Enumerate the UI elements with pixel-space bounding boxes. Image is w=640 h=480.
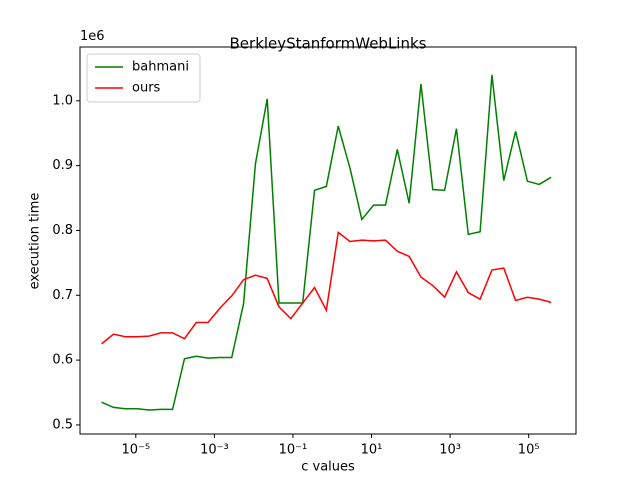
x-tick-label: 10³ [439,443,461,458]
y-tick-label: 0.8 [52,223,73,238]
y-tick-label: 0.9 [52,158,73,173]
x-tick-label: 10⁻⁵ [121,443,150,458]
y-tick-label: 0.7 [52,288,73,303]
chart-title: BerkleyStanformWebLinks [230,35,427,53]
x-tick-label: 10⁻¹ [279,443,308,458]
legend-box [86,53,201,103]
x-axis-label: c values [301,460,355,475]
plot-frame [79,46,577,435]
legend-label: bahmani [132,60,189,75]
y-offset-label: 1e6 [80,29,105,44]
y-axis-label: execution time [28,193,43,290]
y-tick-label: 0.6 [52,353,73,368]
x-tick-label: 10¹ [361,443,383,458]
x-tick-label: 10⁻³ [200,443,229,458]
y-tick-label: 0.5 [52,417,73,432]
legend-label: ours [132,81,161,96]
x-tick-label: 10⁵ [518,443,540,458]
line-series [101,74,552,411]
line-series [101,231,552,345]
y-tick-label: 1.0 [52,93,73,108]
